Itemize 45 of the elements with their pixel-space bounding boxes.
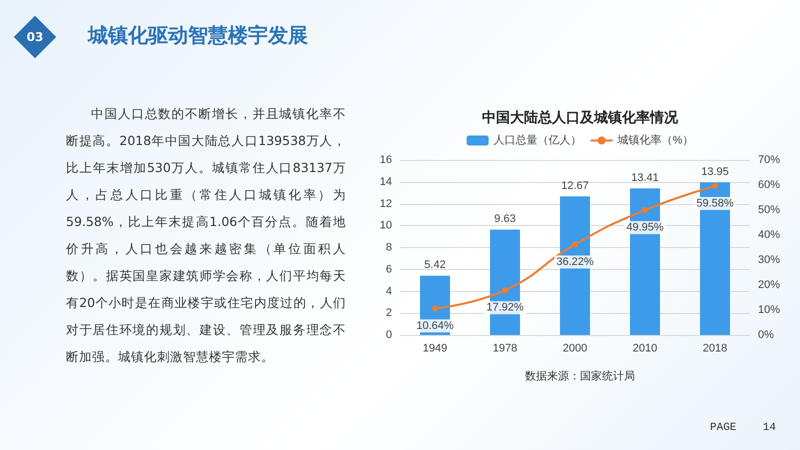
text: 中国人口总数的不断增长，并且城镇化率不断提高。2018年中国大陆总人口139538万人，比上年末增加530万人。城镇常住人口83137万人，占总人口比重（常住人口城镇化率）为59.58%，比上年末提高1.06个百分点。随着地价升高，人口也会越来越密集（单位面积人数）。据英国皇家建筑师学会称，人们平均每天有20个小时是在商业楼宇或住宅内度过的，人们对于居住环境的规划、建设、管理及服务理念不断加强。城镇化刺激智慧楼宇需求。: [66, 106, 346, 364]
y2-tick-label: 0%: [758, 329, 774, 341]
point: [502, 287, 508, 294]
x-tick-label: 1978: [492, 342, 518, 354]
x-tick-label: 2010: [632, 342, 658, 354]
y2-tick-label: 30%: [758, 254, 780, 266]
y-tick-label: 4: [386, 285, 392, 298]
y-tick-label: 8: [386, 242, 392, 254]
point: [572, 241, 578, 248]
y2-tick-label: 70%: [758, 154, 780, 166]
point: [642, 207, 648, 214]
y2-tick-label: 40%: [758, 229, 780, 241]
y-tick-label: 16: [380, 154, 392, 166]
data-label: 9.63: [494, 213, 516, 226]
y2-tick-label: 60%: [758, 179, 780, 191]
y2-tick-label: 10%: [758, 304, 780, 316]
data-label: 12.67: [561, 180, 589, 192]
x-tick-label: 2000: [562, 342, 588, 354]
point: [712, 183, 718, 190]
data-label: 49.95%: [626, 222, 664, 234]
legend-label: 人口总量（亿人）: [494, 134, 582, 146]
y-tick-label: 2: [386, 307, 392, 320]
data-label: 17.92%: [486, 302, 524, 314]
point: [432, 305, 438, 312]
text: 03: [26, 29, 44, 46]
y2-tick-label: 50%: [758, 204, 780, 216]
y-tick-label: 6: [386, 263, 392, 276]
y2-tick-label: 20%: [758, 279, 780, 291]
y-tick-label: 10: [380, 220, 392, 232]
text: PAGE 14: [710, 422, 776, 434]
data-label: 13.95: [701, 166, 729, 178]
x-tick-label: 1949: [422, 342, 448, 354]
data-label: 36.22%: [556, 256, 594, 268]
text: 城镇化驱动智慧楼宇发展: [88, 22, 308, 49]
data-label: 59.58%: [696, 198, 734, 210]
y-tick-label: 14: [380, 176, 392, 188]
data-label: 5.42: [424, 259, 446, 272]
y-tick-label: 0: [386, 329, 392, 341]
data-label: 13.41: [631, 172, 659, 184]
chart-title: 中国大陆总人口及城镇化率情况: [482, 109, 679, 125]
source-note: 数据来源：国家统计局: [525, 370, 635, 382]
y-tick-label: 12: [380, 198, 392, 210]
data-label: 10.64%: [416, 320, 454, 332]
x-tick-label: 2018: [702, 342, 728, 354]
legend-label: 城镇化率（%）: [616, 134, 694, 146]
